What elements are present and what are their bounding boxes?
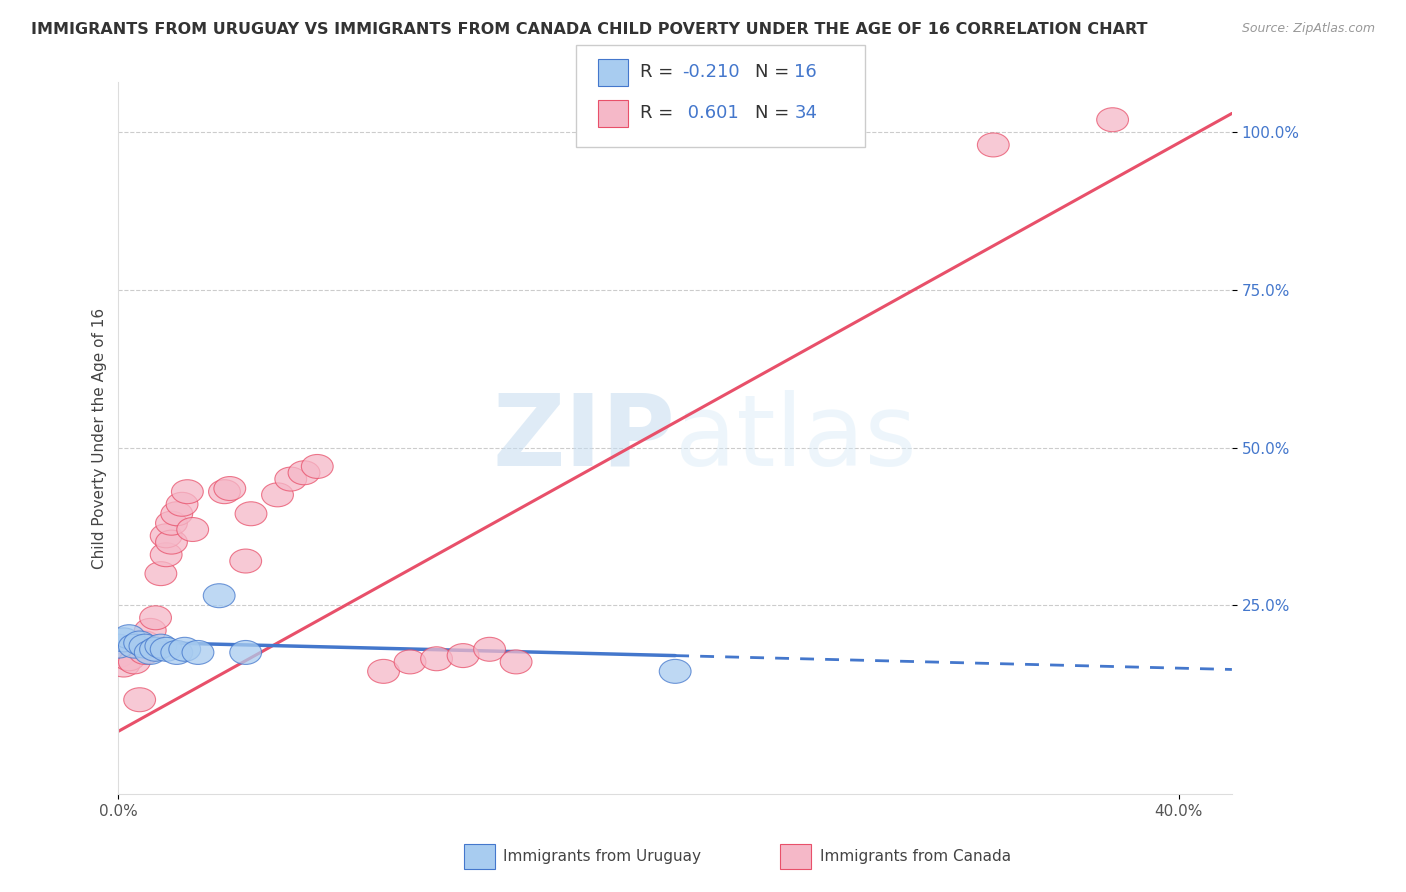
Ellipse shape [181, 640, 214, 665]
Ellipse shape [118, 650, 150, 673]
Text: R =: R = [640, 104, 679, 122]
Ellipse shape [447, 644, 479, 667]
Ellipse shape [394, 650, 426, 673]
Ellipse shape [288, 461, 321, 484]
Ellipse shape [150, 637, 181, 661]
Ellipse shape [103, 634, 135, 658]
Ellipse shape [139, 637, 172, 661]
Ellipse shape [108, 653, 139, 677]
Ellipse shape [129, 640, 160, 665]
Ellipse shape [274, 467, 307, 491]
Text: ZIP: ZIP [492, 390, 675, 487]
Text: Immigrants from Canada: Immigrants from Canada [820, 849, 1011, 863]
Text: Immigrants from Uruguay: Immigrants from Uruguay [503, 849, 702, 863]
Ellipse shape [301, 455, 333, 478]
Ellipse shape [474, 637, 506, 661]
Ellipse shape [118, 634, 150, 658]
Ellipse shape [262, 483, 294, 507]
Ellipse shape [145, 562, 177, 586]
Text: Source: ZipAtlas.com: Source: ZipAtlas.com [1241, 22, 1375, 36]
Ellipse shape [420, 647, 453, 671]
Ellipse shape [177, 517, 208, 541]
Text: -0.210: -0.210 [682, 63, 740, 81]
Ellipse shape [172, 480, 204, 504]
Ellipse shape [103, 644, 135, 667]
Ellipse shape [204, 583, 235, 607]
Ellipse shape [659, 659, 692, 683]
Ellipse shape [112, 647, 145, 671]
Ellipse shape [214, 476, 246, 500]
Ellipse shape [160, 640, 193, 665]
Text: 0.601: 0.601 [682, 104, 738, 122]
Ellipse shape [145, 634, 177, 658]
Ellipse shape [129, 634, 160, 658]
Ellipse shape [501, 650, 531, 673]
Ellipse shape [150, 524, 181, 548]
Ellipse shape [156, 530, 187, 554]
Text: atlas: atlas [675, 390, 917, 487]
Ellipse shape [129, 631, 160, 655]
Ellipse shape [112, 624, 145, 648]
Ellipse shape [229, 549, 262, 573]
Ellipse shape [156, 511, 187, 535]
Ellipse shape [169, 637, 201, 661]
Text: 34: 34 [794, 104, 817, 122]
Text: N =: N = [755, 104, 794, 122]
Ellipse shape [367, 659, 399, 683]
Ellipse shape [977, 133, 1010, 157]
Y-axis label: Child Poverty Under the Age of 16: Child Poverty Under the Age of 16 [93, 308, 107, 569]
Text: N =: N = [755, 63, 794, 81]
Ellipse shape [150, 542, 181, 566]
Ellipse shape [108, 628, 139, 652]
Ellipse shape [124, 688, 156, 712]
Ellipse shape [139, 606, 172, 630]
Text: R =: R = [640, 63, 679, 81]
Ellipse shape [1097, 108, 1129, 132]
Ellipse shape [160, 502, 193, 525]
Text: 16: 16 [794, 63, 817, 81]
Ellipse shape [166, 492, 198, 516]
Ellipse shape [229, 640, 262, 665]
Text: IMMIGRANTS FROM URUGUAY VS IMMIGRANTS FROM CANADA CHILD POVERTY UNDER THE AGE OF: IMMIGRANTS FROM URUGUAY VS IMMIGRANTS FR… [31, 22, 1147, 37]
Ellipse shape [135, 618, 166, 642]
Ellipse shape [235, 502, 267, 525]
Ellipse shape [124, 631, 156, 655]
Ellipse shape [208, 480, 240, 504]
Ellipse shape [135, 640, 166, 665]
